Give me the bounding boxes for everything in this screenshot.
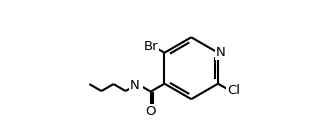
Text: N: N [130, 79, 140, 92]
Text: O: O [146, 105, 156, 118]
Text: N: N [216, 46, 226, 59]
Text: Br: Br [143, 39, 158, 52]
Text: H: H [133, 78, 142, 91]
Text: Cl: Cl [227, 84, 240, 97]
